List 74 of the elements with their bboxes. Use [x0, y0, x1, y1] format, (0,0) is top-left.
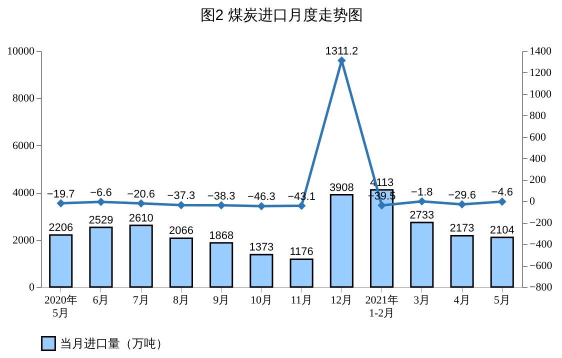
y2-tick-label: 1000 [530, 88, 552, 100]
data-label: −6.6 [90, 186, 112, 199]
data-label: −1.8 [411, 186, 433, 198]
data-label: 2173 [450, 222, 474, 235]
bar [450, 234, 474, 288]
x-tick-label: 8月 [172, 294, 190, 306]
legend-label: 当月进口量（万吨） [60, 336, 168, 350]
data-label: −46.3 [248, 191, 276, 204]
x-tick-label: 2021年 1-2月 [365, 294, 398, 320]
bar [490, 236, 514, 288]
point [498, 197, 506, 206]
x-tick-label: 6月 [92, 294, 110, 306]
bar [129, 224, 153, 288]
y2-tick-label: −400 [530, 238, 553, 251]
y-tick-label: 10000 [7, 46, 35, 58]
y-tick-label: 2000 [12, 234, 35, 246]
x-tick-label: 11月 [290, 294, 312, 306]
x-tick-label: 9月 [213, 294, 230, 306]
y-tick-label: 4000 [12, 187, 35, 200]
y2-tick-label: 0 [530, 196, 536, 208]
data-label: 1373 [249, 242, 274, 254]
data-label: −19.7 [46, 188, 75, 200]
data-label: 2104 [490, 224, 514, 236]
x-tick-label: 12月 [330, 294, 353, 306]
data-label: −37.3 [167, 190, 196, 202]
data-label: 1311.2 [325, 46, 358, 58]
y2-tick-label: 400 [530, 152, 546, 165]
y2-tick-label: 1200 [530, 66, 552, 79]
y2-tick-label: −200 [530, 217, 553, 230]
data-label: 3908 [329, 182, 354, 194]
point [96, 198, 106, 206]
bar [210, 242, 234, 288]
bar [290, 258, 314, 288]
bar [169, 237, 193, 288]
x-tick-label: 7月 [132, 294, 150, 306]
y-tick-label: 0 [29, 282, 35, 294]
data-label: 2066 [168, 225, 194, 238]
data-label: −20.6 [127, 188, 156, 200]
data-label: −4.6 [491, 186, 513, 199]
y-tick-label: 8000 [12, 92, 35, 105]
point [177, 201, 186, 210]
x-tick-label: 3月 [414, 294, 430, 306]
y-tick-label: 6000 [12, 140, 35, 152]
bar [330, 194, 354, 288]
y2-tick-label: −800 [530, 282, 553, 294]
data-label: 1176 [290, 246, 314, 258]
bar [49, 234, 73, 288]
bar [89, 226, 113, 288]
data-label: 1868 [209, 230, 234, 242]
y2-tick-label: 200 [530, 174, 546, 186]
x-tick-label: 2020年 5月 [44, 294, 78, 320]
y2-tick-label: −600 [530, 260, 553, 272]
data-label: −38.3 [207, 190, 236, 202]
data-label: −29.6 [448, 189, 476, 202]
y2-tick-label: 600 [530, 131, 546, 144]
data-label: 2206 [48, 222, 74, 234]
bar [250, 254, 274, 288]
x-tick-label: 4月 [454, 294, 470, 306]
y2-tick-label: 1400 [530, 46, 552, 58]
chart-title: 图2 煤炭进口月度走势图 [200, 7, 363, 24]
point [56, 199, 66, 208]
point [418, 197, 426, 206]
point [257, 202, 266, 210]
point [378, 201, 386, 210]
x-tick-label: 10月 [250, 294, 272, 306]
bar [410, 222, 434, 288]
x-tick-label: 5月 [494, 294, 510, 306]
bar [370, 189, 394, 288]
data-label: 2733 [410, 210, 434, 222]
data-label: 2610 [128, 212, 154, 224]
y2-tick-label: 800 [530, 110, 546, 122]
data-label: 2529 [88, 214, 114, 226]
point [297, 202, 306, 210]
point [458, 200, 466, 209]
